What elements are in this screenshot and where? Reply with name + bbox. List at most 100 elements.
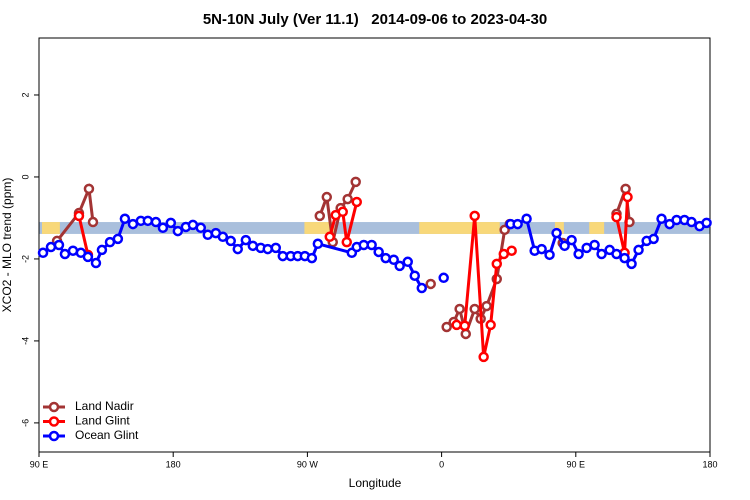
data-point	[619, 252, 630, 264]
data-point	[324, 231, 336, 243]
data-point	[96, 244, 108, 256]
data-point	[314, 210, 326, 222]
land-strip	[554, 222, 564, 234]
legend-label: Land Glint	[75, 414, 130, 428]
land-strip	[304, 222, 335, 234]
data-point	[622, 191, 633, 203]
data-point	[394, 260, 405, 272]
data-point	[312, 238, 324, 250]
data-point	[544, 249, 555, 261]
data-point	[633, 244, 644, 256]
x-tick-label: 90 E	[567, 459, 586, 469]
legend-label: Ocean Glint	[75, 428, 139, 442]
data-point	[416, 282, 428, 294]
legend-marker	[48, 430, 60, 442]
data-point	[342, 193, 353, 205]
y-tick-label: -2	[20, 255, 30, 263]
data-point	[202, 229, 214, 241]
data-point	[37, 247, 49, 259]
data-point	[157, 222, 169, 234]
data-point	[469, 210, 480, 222]
data-point	[686, 216, 697, 228]
data-point	[83, 183, 95, 195]
legend-label: Land Nadir	[75, 399, 134, 413]
land-strip	[589, 222, 605, 234]
x-tick-label: 180	[702, 459, 717, 469]
data-point	[402, 256, 414, 268]
data-point	[59, 248, 71, 260]
x-axis-label: Longitude	[349, 476, 402, 490]
data-point	[270, 242, 282, 254]
data-point	[195, 222, 207, 234]
series-line	[55, 181, 631, 340]
data-point	[701, 217, 712, 229]
data-point	[521, 213, 532, 225]
data-point	[150, 216, 162, 228]
land-strip	[41, 222, 60, 234]
data-point	[611, 211, 622, 223]
data-point	[112, 233, 124, 245]
data-point	[232, 243, 244, 255]
data-point	[451, 319, 462, 331]
data-point	[217, 231, 229, 243]
data-point	[45, 241, 57, 253]
data-point	[262, 243, 273, 255]
data-point	[366, 239, 377, 251]
legend-marker	[48, 401, 60, 413]
data-point	[469, 303, 480, 315]
data-point	[425, 278, 436, 290]
chart-title: 5N-10N July (Ver 11.1) 2014-09-06 to 202…	[203, 11, 547, 28]
data-point	[559, 240, 570, 252]
data-point	[380, 252, 391, 264]
data-point	[485, 319, 496, 331]
plot-frame	[38, 37, 711, 453]
y-tick-label: -6	[20, 419, 30, 427]
data-point	[90, 257, 102, 269]
data-point	[350, 176, 361, 188]
data-point	[656, 213, 667, 225]
data-point	[165, 217, 177, 229]
data-point	[648, 233, 659, 245]
data-point	[87, 216, 99, 228]
data-point	[459, 320, 470, 332]
data-point	[573, 248, 584, 260]
legend-marker	[48, 416, 60, 427]
data-point	[351, 196, 363, 208]
data-point	[337, 206, 348, 218]
data-point	[321, 191, 333, 203]
x-tick-label: 180	[166, 459, 181, 469]
land-strip	[419, 222, 500, 234]
data-point	[119, 213, 131, 225]
series-line	[77, 196, 630, 358]
data-point	[566, 234, 577, 246]
data-point	[82, 251, 94, 263]
data-point	[438, 272, 449, 284]
y-tick-label: 2	[20, 92, 30, 97]
y-tick-label: -4	[20, 337, 30, 345]
x-tick-label: 90 W	[297, 459, 319, 469]
y-axis-label: XCO2 - MLO trend (ppm)	[0, 178, 14, 313]
data-point	[460, 328, 472, 340]
data-point	[478, 351, 489, 363]
x-tick-label: 0	[439, 459, 444, 469]
ocean-band	[39, 222, 710, 234]
data-point	[491, 258, 503, 270]
data-point	[142, 215, 154, 227]
data-point	[620, 183, 631, 195]
data-point	[589, 239, 600, 251]
data-point	[626, 258, 637, 270]
data-point	[441, 321, 452, 333]
data-point	[512, 218, 523, 230]
data-point	[506, 245, 517, 256]
data-point	[225, 235, 237, 247]
x-tick-label: 90 E	[30, 459, 49, 469]
data-point	[240, 234, 252, 246]
data-point	[454, 303, 465, 315]
data-point	[536, 243, 547, 255]
y-tick-label: 0	[20, 174, 30, 179]
data-point	[388, 254, 399, 266]
data-point	[373, 246, 384, 258]
data-point	[551, 227, 562, 239]
